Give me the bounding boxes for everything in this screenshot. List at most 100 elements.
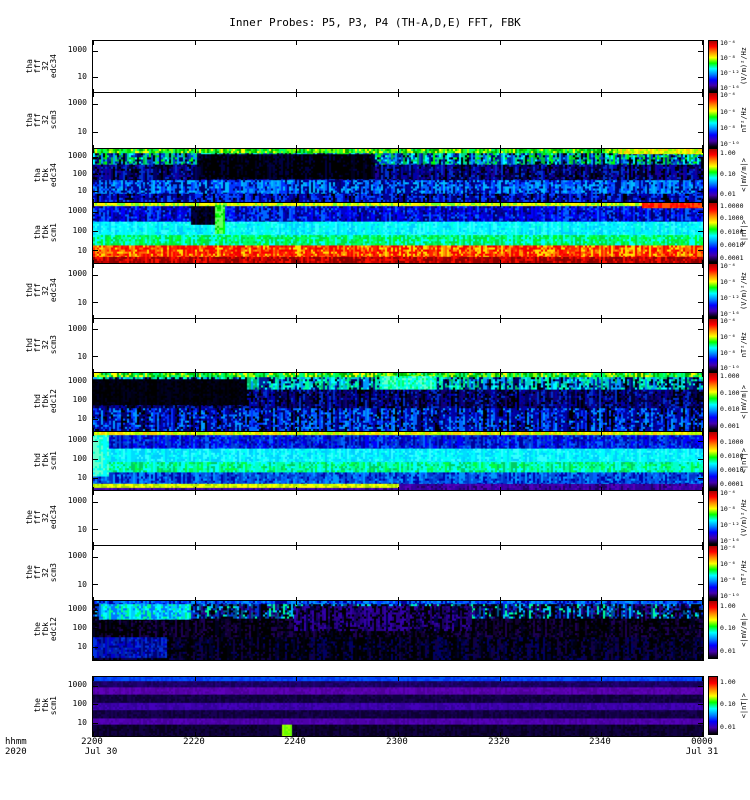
ytick-label: 10: [77, 352, 87, 361]
x-tick-mark: [702, 491, 703, 495]
colorbar-tick-label: 10⁻⁴: [720, 262, 736, 270]
xtick-label: 2200: [81, 737, 103, 747]
x-tick-mark: [398, 89, 399, 93]
x-tick-mark: [195, 546, 196, 550]
ytick-label: 10: [77, 642, 87, 651]
x-tick-mark: [195, 601, 196, 605]
x-tick-mark: [500, 319, 501, 323]
x-tick-mark: [601, 597, 602, 601]
x-tick-mark: [93, 432, 94, 436]
x-tick-mark: [93, 89, 94, 93]
x-tick-mark: [702, 373, 703, 377]
x-tick-mark: [195, 199, 196, 203]
y-tick-mark: [93, 174, 98, 175]
colorbar-tick-label: 10⁻⁶: [720, 108, 736, 116]
panel-y-axis-label: tha fff 32 scm3: [20, 92, 58, 148]
ytick-label: 1000: [67, 45, 87, 54]
y-tick-mark: [93, 77, 98, 78]
y-tick-mark: [93, 584, 98, 585]
x-tick-mark: [195, 677, 196, 681]
x-tick-mark: [702, 542, 703, 546]
panel-y-tick-labels: 1000 100 10: [56, 372, 89, 431]
x-tick-mark: [93, 93, 94, 97]
colorbar-unit-text: nT²/Hz: [739, 107, 748, 133]
year-label: 2020: [5, 747, 27, 757]
x-tick-mark: [500, 264, 501, 268]
colorbar-tick-label: 10⁻¹²: [720, 521, 740, 529]
y-tick-mark: [698, 400, 703, 401]
colorbar-unit-text: <|nT|>: [739, 219, 748, 246]
x-tick-mark: [500, 542, 501, 546]
x-tick-mark: [195, 149, 196, 153]
ytick-label: 1000: [67, 324, 87, 333]
x-tick-mark: [702, 432, 703, 436]
panel-colorbar-unit-label: nT²/Hz: [737, 545, 750, 600]
colorbar-tick-label: 0.0001: [720, 254, 744, 262]
x-tick-mark: [398, 203, 399, 207]
panel-tha-fbk-scm1: tha fbk scm1 1000 100 10 1.0000 0.1000 0.0100 0…: [0, 202, 750, 265]
y-tick-mark: [698, 459, 703, 460]
x-tick-mark: [296, 546, 297, 550]
x-tick-mark: [296, 93, 297, 97]
x-tick-mark: [702, 199, 703, 203]
y-tick-mark: [698, 302, 703, 303]
x-tick-mark: [93, 491, 94, 495]
x-tick-mark: [398, 656, 399, 660]
colorbar-tick-label: 0.0100: [720, 452, 744, 460]
panel-colorbar: [708, 92, 718, 148]
colorbar-tick-label: 0.0010: [720, 466, 744, 474]
x-tick-mark: [702, 93, 703, 97]
x-tick-mark: [702, 597, 703, 601]
ytick-label: 100: [72, 226, 87, 235]
y-tick-mark: [93, 132, 98, 133]
panel-colorbar-unit-label: (V/m)²/Hz: [737, 490, 750, 545]
colorbar-tick-label: 10⁻¹⁰: [720, 592, 740, 600]
y-tick-mark: [698, 231, 703, 232]
spectrogram-image: [93, 432, 703, 491]
panel-y-axis-label: tha fbk edc34: [20, 148, 58, 202]
panel-the-fbk-scm1: the fbk scm1 1000 100 10 1.00 0.10 0.01 <|nT|>: [0, 676, 750, 737]
panel-plot-box: [92, 490, 704, 547]
ytick-label: 1000: [67, 269, 87, 278]
x-tick-mark: [500, 428, 501, 432]
x-tick-mark: [702, 428, 703, 432]
x-tick-mark: [296, 428, 297, 432]
x-tick-mark: [601, 260, 602, 264]
x-tick-mark: [601, 542, 602, 546]
time-axis: 2200 2220 2240 2300 2320 2340 0000 Jul 30 Jul …: [0, 735, 750, 775]
y-tick-mark: [93, 157, 98, 158]
panel-y-tick-labels: 1000 10: [56, 92, 89, 148]
x-tick-mark: [500, 491, 501, 495]
x-tick-mark: [195, 428, 196, 432]
colorbar-tick-label: 0.0100: [720, 228, 744, 236]
y-tick-mark: [93, 191, 98, 192]
xtick-label: 2240: [284, 737, 306, 747]
x-tick-mark: [702, 732, 703, 736]
xtick-label: 2340: [589, 737, 611, 747]
x-tick-mark: [296, 373, 297, 377]
ytick-label: 100: [72, 454, 87, 463]
panel-plot-box: [92, 676, 704, 737]
ytick-label: 1000: [67, 206, 87, 215]
panel-colorbar-unit-label: <|nT|>: [737, 676, 750, 735]
colorbar-tick-label: 1.000: [720, 372, 740, 380]
y-tick-mark: [93, 275, 98, 276]
y-tick-mark: [698, 529, 703, 530]
x-tick-mark: [601, 149, 602, 153]
colorbar-tick-label: 10⁻⁴: [720, 39, 736, 47]
panel-plot-box: [92, 545, 704, 602]
panel-colorbar: [708, 40, 718, 92]
x-tick-mark: [195, 89, 196, 93]
y-tick-mark: [93, 557, 98, 558]
spectrogram-image: [93, 203, 703, 264]
panel-y-axis-label: thd fff 32 edc34: [20, 263, 58, 318]
panel-thd-fbk-scm1: thd fbk scm1 1000 100 10 0.1000 0.0100 0.0010 0…: [0, 431, 750, 492]
y-tick-mark: [698, 704, 703, 705]
panel-y-tick-labels: 1000 10: [56, 490, 89, 545]
x-tick-mark: [702, 203, 703, 207]
x-tick-mark: [195, 656, 196, 660]
x-tick-mark: [398, 542, 399, 546]
x-tick-mark: [398, 428, 399, 432]
y-tick-mark: [93, 329, 98, 330]
y-tick-mark: [698, 157, 703, 158]
